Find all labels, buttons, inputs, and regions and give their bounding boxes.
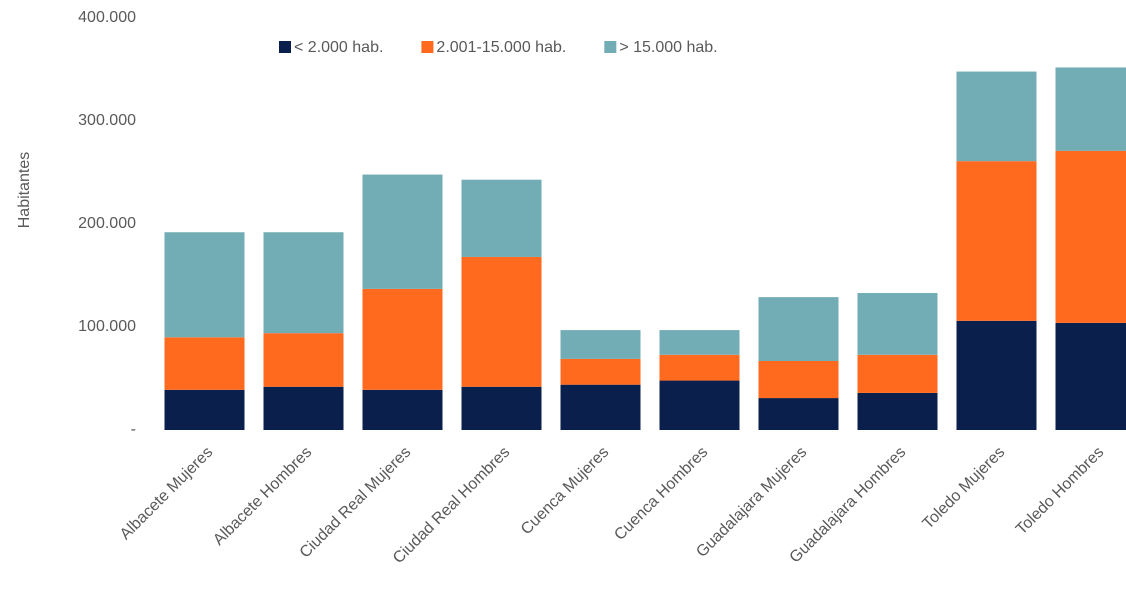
bar-segment — [1055, 67, 1126, 151]
bar-segment — [461, 179, 542, 257]
y-tick-label: - — [131, 421, 136, 438]
x-tick-label: Albacete Hombres — [210, 444, 315, 549]
bar-segment — [758, 360, 839, 399]
bar-segment — [362, 389, 443, 430]
legend-swatch — [279, 41, 291, 53]
bar-segment — [1055, 322, 1126, 430]
legend-swatch — [421, 41, 434, 53]
bar-segment — [956, 161, 1037, 321]
x-tick-label: Guadalajara Mujeres — [693, 444, 810, 561]
bar-segment — [263, 386, 344, 430]
bar-segment — [560, 330, 641, 359]
legend-label: < 2.000 hab. — [294, 39, 383, 56]
y-tick-label: 300.000 — [78, 112, 136, 129]
bar-segment — [164, 232, 245, 338]
x-tick-label: Ciudad Real Hombres — [390, 444, 513, 567]
y-tick-label: 200.000 — [78, 215, 136, 232]
x-tick-label: Cuenca Mujeres — [518, 444, 612, 538]
bar-segment — [956, 71, 1037, 162]
legend-label: > 15.000 hab. — [619, 39, 717, 56]
bar-segment — [758, 398, 839, 430]
bar-segment — [758, 297, 839, 361]
legend-swatch — [604, 41, 617, 53]
bar-segment — [164, 389, 245, 430]
y-axis-label: Habitantes — [16, 152, 33, 229]
bar-segment — [857, 392, 938, 430]
bar-segment — [1055, 150, 1126, 323]
bar-segment — [659, 380, 740, 430]
bar-segment — [263, 333, 344, 387]
bar-segment — [857, 293, 938, 355]
bar-segment — [461, 256, 542, 387]
bar-segment — [560, 384, 641, 430]
x-tick-label: Ciudad Real Mujeres — [297, 444, 415, 562]
bar-segment — [956, 320, 1037, 430]
bar-segment — [362, 288, 443, 390]
x-tick-label: Toledo Hombres — [1013, 444, 1107, 538]
bar-segment — [263, 232, 344, 334]
bar-segment — [560, 358, 641, 385]
y-tick-label: 400.000 — [78, 9, 136, 26]
x-tick-label: Albacete Mujeres — [117, 444, 216, 543]
x-tick-label: Cuenca Hombres — [611, 444, 711, 544]
legend-label: 2.001-15.000 hab. — [436, 39, 566, 56]
bar-segment — [362, 174, 443, 289]
x-tick-label: Guadalajara Hombres — [787, 444, 910, 567]
bar-segment — [164, 337, 245, 390]
bar-segment — [659, 354, 740, 381]
bar-segment — [659, 330, 740, 355]
y-tick-label: 100.000 — [78, 318, 136, 335]
bar-segment — [461, 386, 542, 430]
bar-segment — [857, 354, 938, 393]
x-tick-label: Toledo Mujeres — [920, 444, 1009, 533]
